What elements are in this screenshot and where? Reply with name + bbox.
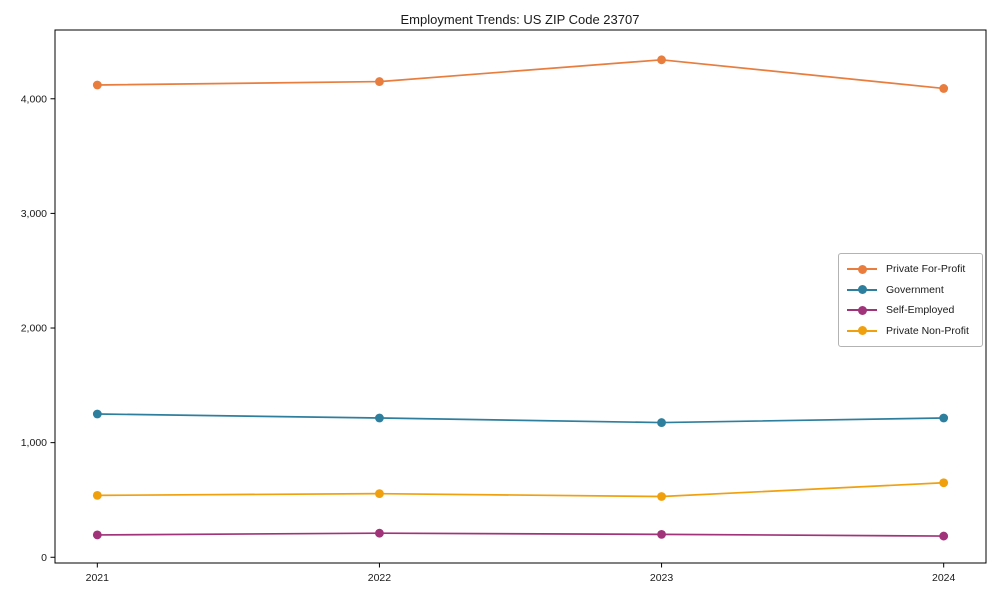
- data-point-private-non-profit: [939, 478, 949, 488]
- legend: Private For-Profit Government Self-Employe…: [838, 253, 983, 347]
- legend-item: Private For-Profit: [847, 259, 974, 280]
- x-axis: 2021 2022 2023 2024: [86, 563, 956, 584]
- legend-line-dot-marker: [847, 305, 877, 315]
- series-private-for-profit: [92, 55, 949, 93]
- y-axis: 0 1,000 2,000 3,000 4,000: [21, 93, 55, 564]
- data-point-self-employed: [375, 528, 384, 538]
- data-point-private-non-profit: [657, 492, 666, 501]
- series-line-self-employed: [97, 532, 944, 537]
- series-self-employed: [92, 528, 949, 541]
- data-point-government: [939, 413, 949, 423]
- y-tick-label: 2,000: [21, 323, 47, 335]
- x-tick-label: 2021: [86, 572, 110, 584]
- data-point-private-non-profit: [92, 490, 102, 500]
- legend-label: Private Non-Profit: [886, 324, 969, 337]
- data-point-government: [92, 409, 102, 419]
- data-point-government: [375, 413, 384, 423]
- x-tick-label: 2022: [368, 572, 392, 584]
- legend-line-dot-marker: [847, 326, 877, 336]
- series-line-private-for-profit: [97, 58, 944, 90]
- legend-line-dot-marker: [847, 264, 877, 274]
- data-point-private-for-profit: [657, 55, 666, 65]
- data-point-private-for-profit: [939, 84, 949, 93]
- series-government: [92, 409, 949, 427]
- y-tick-label: 1,000: [21, 437, 47, 449]
- x-tick-label: 2024: [932, 572, 956, 584]
- data-point-private-for-profit: [92, 80, 102, 90]
- data-point-self-employed: [92, 530, 102, 540]
- y-tick-label: 4,000: [21, 93, 47, 105]
- plot-area: 0 1,000 2,000 3,000 4,000 2021 2022 2023 2024: [21, 29, 987, 584]
- x-tick-label: 2023: [650, 572, 674, 584]
- y-tick-label: 3,000: [21, 208, 47, 220]
- legend-label: Government: [886, 283, 944, 296]
- legend-item: Government: [847, 280, 974, 301]
- chart-title: Employment Trends: US ZIP Code 23707: [401, 12, 640, 27]
- y-tick-label: 0: [41, 552, 47, 564]
- data-point-self-employed: [657, 529, 666, 539]
- legend-item: Self-Employed: [847, 300, 974, 321]
- series-private-non-profit: [92, 478, 949, 501]
- data-point-government: [657, 418, 666, 427]
- plot-border: [54, 29, 987, 564]
- data-point-private-for-profit: [375, 77, 384, 86]
- series-line-government: [97, 413, 944, 424]
- data-point-private-non-profit: [375, 489, 384, 499]
- legend-label: Private For-Profit: [886, 263, 966, 276]
- legend-label: Self-Employed: [886, 304, 955, 317]
- series-line-private-non-profit: [97, 481, 944, 498]
- legend-line-dot-marker: [847, 285, 877, 295]
- legend-item: Private Non-Profit: [847, 321, 974, 342]
- data-point-self-employed: [939, 531, 949, 541]
